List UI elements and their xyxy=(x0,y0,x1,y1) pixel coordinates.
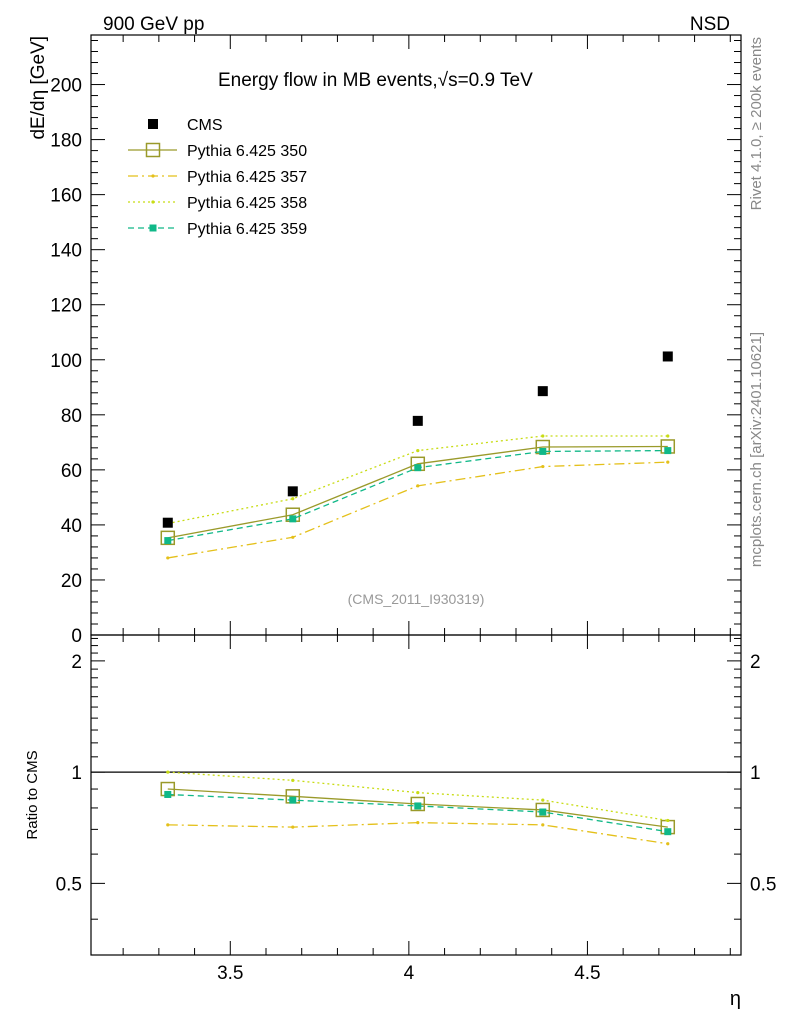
data-point-pythia-6-425-357 xyxy=(166,556,170,560)
axis-tick-labels: 3.5 4 4.5 0 20 40 60 80 100 120 140 160 180 200 0.5 0.5… xyxy=(50,76,776,984)
series-layer xyxy=(160,351,676,560)
ratio-point-pythia-6-425-358 xyxy=(166,770,170,774)
ratio-point-pythia-6-425-350 xyxy=(535,802,551,818)
y-tick-label: 120 xyxy=(50,296,82,317)
ratio-point-pythia-6-425-359 xyxy=(539,808,547,816)
legend-marker-pythia-6-425-358 xyxy=(151,200,155,204)
ratio-tick-label: 0.5 xyxy=(56,874,82,895)
series-line-pythia-6-425-357 xyxy=(167,461,668,559)
chart-title-math: √s=0.9 TeV xyxy=(438,70,533,91)
data-point-pythia-6-425-359 xyxy=(289,515,297,523)
ratio-point-pythia-6-425-358 xyxy=(541,798,545,802)
ratio-series-layer xyxy=(160,770,676,846)
data-point-pythia-6-425-359 xyxy=(414,464,422,472)
data-point-pythia-6-425-357 xyxy=(291,535,295,539)
y-tick-label: 100 xyxy=(50,351,82,372)
ratio-line-pythia-6-425-357 xyxy=(167,821,668,845)
y-axis-label: dE/dη [GeV] xyxy=(28,36,49,140)
legend-marker-pythia-6-425-357 xyxy=(151,174,155,178)
legend-marker-pythia-6-425-359 xyxy=(149,224,157,232)
ratio-point-pythia-6-425-358 xyxy=(416,791,420,795)
data-point-pythia-6-425-357 xyxy=(666,460,670,464)
data-point-pythia-6-425-359 xyxy=(539,447,547,455)
data-point-pythia-6-425-358 xyxy=(666,434,670,438)
data-point-pythia-6-425-350 xyxy=(160,530,176,546)
legend-label-pythia-6-425-359: Pythia 6.425 359 xyxy=(187,221,307,238)
data-point-pythia-6-425-359 xyxy=(164,537,172,545)
y-tick-label: 60 xyxy=(61,461,82,482)
ratio-point-pythia-6-425-357 xyxy=(541,823,545,827)
ratio-point-pythia-6-425-359 xyxy=(289,796,297,804)
legend: CMS Pythia 6.425 350 Pythia 6.425 357 Pythi… xyxy=(128,117,307,238)
y-tick-label: 180 xyxy=(50,131,82,152)
x-tick-label: 4 xyxy=(404,963,415,984)
axis-ticks xyxy=(91,35,741,955)
ratio-point-pythia-6-425-357 xyxy=(291,825,295,829)
data-point-pythia-6-425-357 xyxy=(416,484,420,488)
legend-marker-pythia-6-425-350 xyxy=(145,142,161,158)
side-label-rivet: Rivet 4.1.0, ≥ 200k events xyxy=(748,37,765,210)
y-tick-label: 0 xyxy=(71,626,82,647)
header-right-label: NSD xyxy=(690,14,730,35)
data-point-pythia-6-425-359 xyxy=(664,447,672,455)
legend-label-pythia-6-425-358: Pythia 6.425 358 xyxy=(187,195,307,212)
legend-label-pythia-6-425-350: Pythia 6.425 350 xyxy=(187,143,307,160)
ratio-line-pythia-6-425-358 xyxy=(167,771,668,822)
ratio-tick-label-right: 1 xyxy=(750,763,761,784)
x-tick-label: 3.5 xyxy=(217,963,243,984)
data-point-cms xyxy=(537,386,548,397)
ratio-point-pythia-6-425-350 xyxy=(410,796,426,812)
y-tick-label: 200 xyxy=(50,76,82,97)
y-tick-label: 40 xyxy=(61,516,82,537)
data-point-cms xyxy=(287,486,298,497)
data-point-cms xyxy=(412,415,423,426)
data-point-pythia-6-425-358 xyxy=(416,448,420,453)
ratio-point-pythia-6-425-358 xyxy=(291,778,295,782)
legend-marker-cms xyxy=(148,119,158,129)
ratio-tick-label: 2 xyxy=(71,652,82,673)
ratio-point-pythia-6-425-357 xyxy=(416,821,420,825)
y-tick-label: 20 xyxy=(61,571,82,592)
ratio-point-pythia-6-425-357 xyxy=(666,842,670,846)
legend-label-cms: CMS xyxy=(187,117,223,134)
ratio-tick-label-right: 0.5 xyxy=(750,874,776,895)
y-tick-label: 140 xyxy=(50,241,82,262)
data-point-pythia-6-425-358 xyxy=(541,434,545,438)
x-tick-label: 4.5 xyxy=(574,963,600,984)
ratio-tick-label: 1 xyxy=(71,763,82,784)
chart-title: Energy flow in MB events,√s=0.9 TeV xyxy=(218,70,533,91)
side-label-mcplots: mcplots.cern.ch [arXiv:2401.10621] xyxy=(748,332,765,567)
ratio-point-pythia-6-425-359 xyxy=(164,790,172,798)
x-axis-label: η xyxy=(730,988,741,1010)
ratio-point-pythia-6-425-357 xyxy=(166,823,170,827)
data-point-pythia-6-425-357 xyxy=(541,464,545,469)
y-tick-label: 80 xyxy=(61,406,82,427)
ratio-plot-frame xyxy=(90,634,742,956)
ratio-tick-label-right: 2 xyxy=(750,652,761,673)
data-point-cms xyxy=(162,517,173,528)
chart-title-text: Energy flow in MB events, xyxy=(218,70,438,91)
analysis-watermark: (CMS_2011_I930319) xyxy=(348,591,485,607)
ratio-point-pythia-6-425-359 xyxy=(414,802,422,810)
y-tick-label: 160 xyxy=(50,186,82,207)
data-point-pythia-6-425-358 xyxy=(291,497,295,501)
header-left-label: 900 GeV pp xyxy=(103,14,204,35)
ratio-y-axis-label: Ratio to CMS xyxy=(24,750,41,839)
ratio-point-pythia-6-425-358 xyxy=(666,818,670,823)
series-line-pythia-6-425-350 xyxy=(167,445,668,539)
ratio-point-pythia-6-425-359 xyxy=(664,828,672,836)
legend-label-pythia-6-425-357: Pythia 6.425 357 xyxy=(187,169,307,186)
data-point-cms xyxy=(662,351,673,362)
